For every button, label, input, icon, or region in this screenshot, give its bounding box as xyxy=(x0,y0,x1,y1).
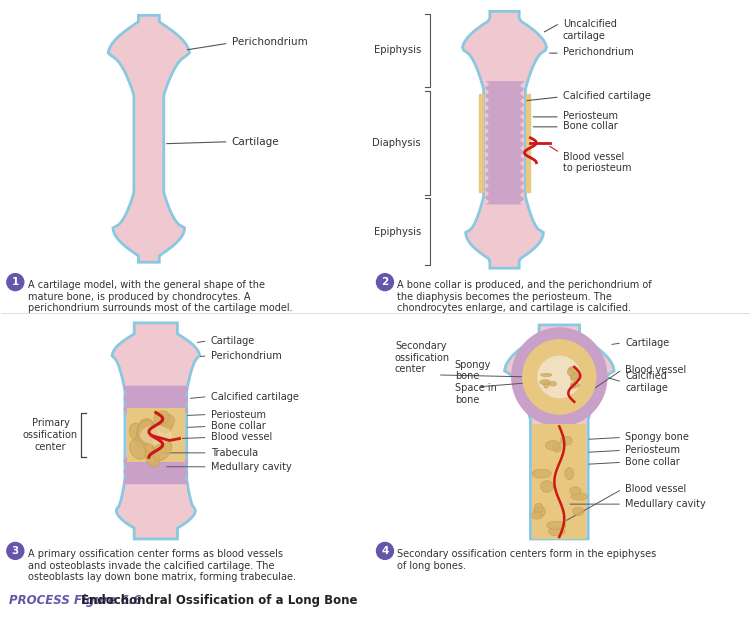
Ellipse shape xyxy=(143,437,153,454)
Text: Bone collar: Bone collar xyxy=(210,421,265,431)
Ellipse shape xyxy=(532,512,543,519)
Ellipse shape xyxy=(569,366,578,373)
Text: Periosteum: Periosteum xyxy=(625,446,680,455)
Text: 2: 2 xyxy=(382,277,388,287)
Text: Diaphysis: Diaphysis xyxy=(372,138,421,148)
Ellipse shape xyxy=(160,414,174,427)
Text: Cartilage: Cartilage xyxy=(210,336,255,346)
Text: Calcified
cartilage: Calcified cartilage xyxy=(625,371,668,392)
Text: Perichondrium: Perichondrium xyxy=(231,37,307,47)
Ellipse shape xyxy=(571,493,588,500)
Text: 4: 4 xyxy=(382,546,389,556)
Ellipse shape xyxy=(544,381,549,388)
Ellipse shape xyxy=(565,468,574,480)
Polygon shape xyxy=(112,323,200,539)
Ellipse shape xyxy=(540,379,550,384)
Ellipse shape xyxy=(534,503,543,513)
Text: Uncalcified
cartilage: Uncalcified cartilage xyxy=(562,19,617,41)
Text: Perichondrium: Perichondrium xyxy=(210,351,282,361)
Ellipse shape xyxy=(568,368,574,376)
Text: A cartilage model, with the general shape of the
mature bone, is produced by cho: A cartilage model, with the general shap… xyxy=(29,280,293,313)
Text: Medullary cavity: Medullary cavity xyxy=(625,499,706,509)
Polygon shape xyxy=(478,94,483,192)
Text: Cartilage: Cartilage xyxy=(625,338,669,348)
Polygon shape xyxy=(123,386,189,413)
Text: A primary ossification center forms as blood vessels
and osteoblasts invade the : A primary ossification center forms as b… xyxy=(29,549,297,582)
Text: Calcified cartilage: Calcified cartilage xyxy=(210,392,298,402)
Ellipse shape xyxy=(137,420,155,442)
Ellipse shape xyxy=(547,522,566,530)
Polygon shape xyxy=(108,15,189,262)
Text: 3: 3 xyxy=(12,546,19,556)
Text: PROCESS Figure 6.6: PROCESS Figure 6.6 xyxy=(9,594,142,607)
Text: Medullary cavity: Medullary cavity xyxy=(210,462,291,472)
Text: Blood vessel: Blood vessel xyxy=(210,433,272,442)
Ellipse shape xyxy=(570,374,581,381)
Text: Perichondrium: Perichondrium xyxy=(562,47,634,57)
Polygon shape xyxy=(485,81,524,205)
Ellipse shape xyxy=(534,507,545,517)
Text: Periosteum: Periosteum xyxy=(562,111,618,121)
Ellipse shape xyxy=(141,422,153,436)
Ellipse shape xyxy=(140,425,172,444)
Ellipse shape xyxy=(145,446,160,467)
Text: Epiphysis: Epiphysis xyxy=(373,227,421,237)
Ellipse shape xyxy=(548,527,565,536)
Ellipse shape xyxy=(549,381,556,386)
Polygon shape xyxy=(123,457,189,485)
Text: Primary
ossification
center: Primary ossification center xyxy=(23,418,78,452)
Text: Secondary ossification centers form in the epiphyses
of long bones.: Secondary ossification centers form in t… xyxy=(397,549,656,570)
Ellipse shape xyxy=(553,444,561,452)
Ellipse shape xyxy=(570,382,576,389)
Ellipse shape xyxy=(158,418,173,433)
Text: Epiphysis: Epiphysis xyxy=(373,45,421,55)
Text: Bone collar: Bone collar xyxy=(562,121,617,131)
Text: Blood vessel: Blood vessel xyxy=(625,365,686,375)
Circle shape xyxy=(376,274,394,290)
Ellipse shape xyxy=(511,328,608,426)
Ellipse shape xyxy=(541,373,552,376)
Text: Bone collar: Bone collar xyxy=(625,457,680,467)
Ellipse shape xyxy=(573,507,584,515)
Circle shape xyxy=(7,274,24,290)
Ellipse shape xyxy=(130,440,146,459)
Circle shape xyxy=(7,543,24,559)
Ellipse shape xyxy=(152,441,172,460)
Ellipse shape xyxy=(560,436,572,445)
Text: Blood vessel: Blood vessel xyxy=(625,484,686,494)
Text: Spongy
bone
Space in
bone: Spongy bone Space in bone xyxy=(454,360,496,405)
Ellipse shape xyxy=(129,423,143,441)
Ellipse shape xyxy=(522,339,596,415)
Text: Blood vessel
to periosteum: Blood vessel to periosteum xyxy=(562,151,632,173)
Text: Secondary
ossification
center: Secondary ossification center xyxy=(395,341,450,375)
Circle shape xyxy=(376,543,394,559)
FancyBboxPatch shape xyxy=(127,407,185,462)
Text: Calcified cartilage: Calcified cartilage xyxy=(562,91,650,101)
Text: Periosteum: Periosteum xyxy=(210,410,266,420)
Polygon shape xyxy=(505,325,614,539)
FancyBboxPatch shape xyxy=(532,425,587,539)
Text: Endochondral Ossification of a Long Bone: Endochondral Ossification of a Long Bone xyxy=(81,594,357,607)
Ellipse shape xyxy=(541,481,553,493)
Ellipse shape xyxy=(137,418,156,444)
Text: Spongy bone: Spongy bone xyxy=(625,433,689,442)
Text: Trabecula: Trabecula xyxy=(210,448,258,458)
Ellipse shape xyxy=(532,469,551,478)
Text: 1: 1 xyxy=(12,277,19,287)
Text: A bone collar is produced, and the perichondrium of
the diaphysis becomes the pe: A bone collar is produced, and the peric… xyxy=(397,280,652,313)
Ellipse shape xyxy=(571,372,578,379)
Text: Cartilage: Cartilage xyxy=(231,137,279,146)
Ellipse shape xyxy=(538,356,581,398)
Ellipse shape xyxy=(572,383,580,387)
Ellipse shape xyxy=(136,421,152,447)
Polygon shape xyxy=(463,11,547,268)
Ellipse shape xyxy=(570,487,581,495)
Polygon shape xyxy=(526,94,530,192)
Ellipse shape xyxy=(545,441,560,450)
Ellipse shape xyxy=(154,411,170,425)
